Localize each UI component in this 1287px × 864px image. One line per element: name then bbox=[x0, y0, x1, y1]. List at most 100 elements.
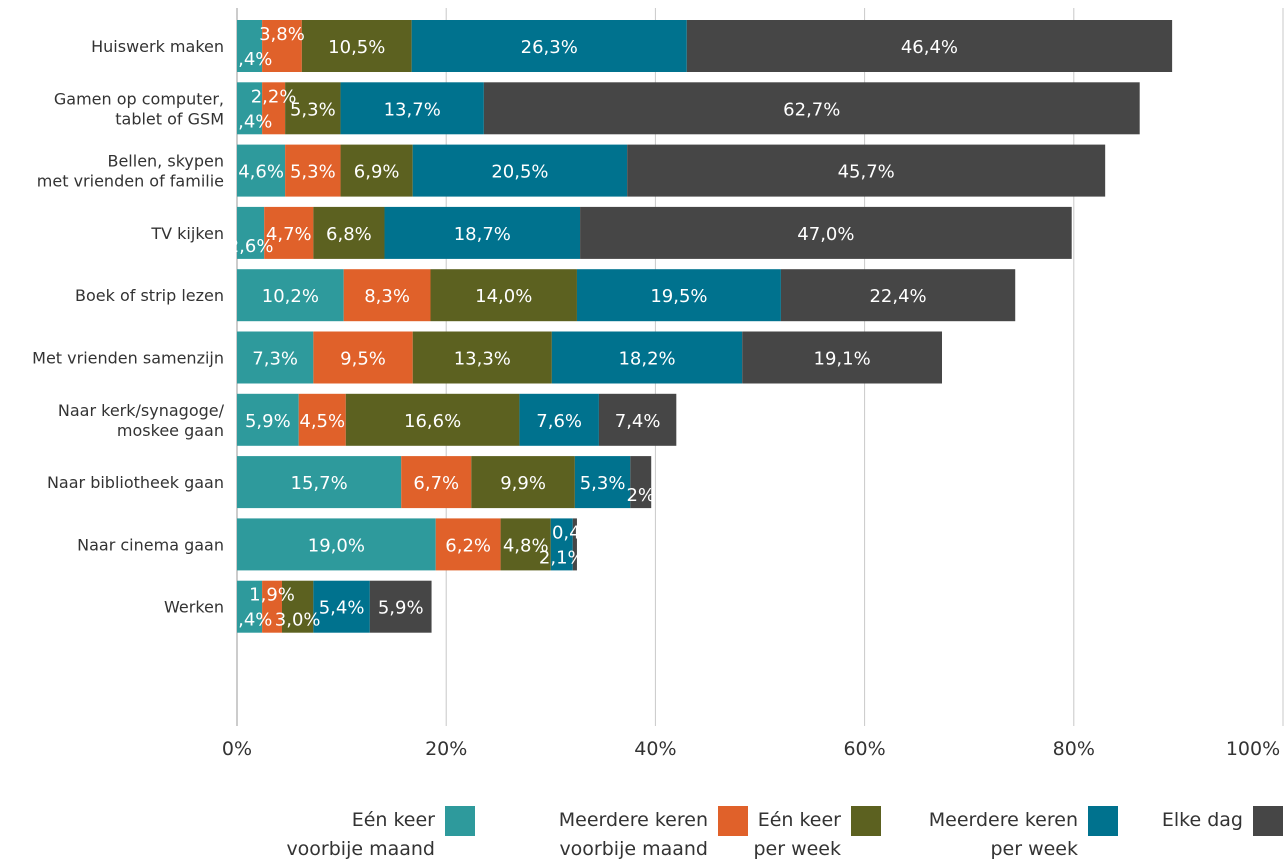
data-label: 8,3% bbox=[364, 286, 410, 307]
data-label: 7,3% bbox=[252, 349, 298, 370]
bar-segment bbox=[340, 144, 413, 197]
data-label: 5,9% bbox=[245, 411, 291, 432]
bar-segment bbox=[313, 331, 413, 384]
legend-label: Meerdere keren per week bbox=[929, 809, 1078, 860]
bar-segment bbox=[627, 144, 1106, 197]
data-label: 4,8% bbox=[503, 535, 549, 556]
bar-segment bbox=[343, 269, 431, 322]
data-label: 3,0% bbox=[275, 610, 321, 631]
x-tick-label: 80% bbox=[1053, 738, 1095, 760]
legend-label: Eén keer per week bbox=[753, 809, 841, 860]
data-label: 20,5% bbox=[491, 162, 548, 183]
bar-segment bbox=[237, 393, 299, 446]
bar-segment bbox=[237, 144, 286, 197]
bar-segment bbox=[435, 518, 501, 571]
bar-segment bbox=[411, 20, 687, 72]
data-label: 2,1% bbox=[539, 547, 585, 568]
legend-label: Meerdere keren voorbije maand bbox=[559, 809, 708, 860]
data-label: 2,6% bbox=[228, 236, 274, 257]
data-label: 2% bbox=[626, 485, 655, 506]
category-label: TV kijken bbox=[150, 224, 224, 243]
data-label: 7,4% bbox=[615, 411, 661, 432]
bar-segment bbox=[264, 206, 314, 259]
bar-segment bbox=[483, 82, 1140, 135]
bar-segment bbox=[630, 456, 652, 509]
data-label: 6,2% bbox=[445, 535, 491, 556]
bar-segment bbox=[262, 580, 282, 633]
bar-segment bbox=[519, 393, 599, 446]
bar-segment bbox=[686, 20, 1173, 72]
data-label: 10,2% bbox=[262, 286, 319, 307]
data-label: 19,5% bbox=[650, 286, 707, 307]
bar-segment bbox=[471, 456, 575, 509]
data-label: 19,1% bbox=[814, 349, 871, 370]
bar-segment bbox=[237, 331, 314, 384]
bar-segment bbox=[298, 393, 346, 446]
data-label: 19,0% bbox=[308, 535, 365, 556]
bar-segment bbox=[780, 269, 1016, 322]
bar-segment bbox=[550, 518, 573, 571]
x-tick-label: 20% bbox=[425, 738, 467, 760]
x-tick-label: 100% bbox=[1226, 738, 1280, 760]
x-axis-ticks: 0% 20% 40% 60% 80% 100% bbox=[222, 738, 1280, 760]
legend-swatch bbox=[718, 806, 748, 836]
legend-label: Eén keer voorbije maand bbox=[286, 809, 435, 860]
data-label: 9,9% bbox=[500, 473, 546, 494]
data-label: 4,7% bbox=[266, 224, 312, 245]
data-label: 2,4% bbox=[227, 111, 273, 132]
category-label: Huiswerk maken bbox=[91, 37, 224, 56]
data-label: 62,7% bbox=[783, 99, 840, 120]
data-label: 6,8% bbox=[326, 224, 372, 245]
data-label: 7,6% bbox=[536, 411, 582, 432]
data-label: 16,6% bbox=[404, 411, 461, 432]
data-label: 0,4% bbox=[552, 522, 598, 543]
x-tick-label: 40% bbox=[634, 738, 676, 760]
bar-segment bbox=[281, 580, 314, 633]
bar-segment bbox=[369, 580, 432, 633]
x-tick-label: 60% bbox=[843, 738, 885, 760]
data-label: 6,9% bbox=[354, 162, 400, 183]
data-label: 2,2% bbox=[251, 86, 297, 107]
legend-label: Elke dag bbox=[1162, 809, 1243, 831]
bar-segment bbox=[345, 393, 520, 446]
bar-segment bbox=[500, 518, 551, 571]
bar-segment bbox=[401, 456, 472, 509]
category-label: Werken bbox=[164, 598, 224, 617]
category-label: Naar bibliotheek gaan bbox=[47, 473, 224, 492]
bar-segment bbox=[237, 518, 436, 571]
data-label: 4,5% bbox=[299, 411, 345, 432]
bar-segment bbox=[237, 206, 265, 259]
category-label: Bellen, skypen met vrienden of familie bbox=[37, 152, 224, 191]
legend-swatch bbox=[1253, 806, 1283, 836]
category-label: Naar kerk/synagoge/moskee gaan bbox=[58, 401, 225, 440]
data-label: 47,0% bbox=[797, 224, 854, 245]
legend-swatch bbox=[1088, 806, 1118, 836]
data-label: 26,3% bbox=[521, 37, 578, 58]
data-label: 2,4% bbox=[227, 610, 273, 631]
data-label: 5,3% bbox=[580, 473, 626, 494]
bar-segment bbox=[598, 393, 677, 446]
bar-segment bbox=[262, 82, 286, 135]
bars: 2,4%3,8%10,5% 26,3% 46,4%2,4%2,2%5,3% 13,7%… bbox=[227, 20, 1173, 633]
data-label: 1,9% bbox=[249, 585, 295, 606]
category-label: Naar cinema gaan bbox=[77, 535, 224, 554]
data-label: 5,3% bbox=[290, 99, 336, 120]
data-label: 46,4% bbox=[901, 37, 958, 58]
bar-segment bbox=[551, 331, 743, 384]
bar-segment bbox=[301, 20, 412, 72]
bar-segment bbox=[384, 206, 581, 259]
bar-segment bbox=[580, 206, 1072, 259]
data-label: 3,8% bbox=[259, 24, 305, 45]
bar-segment bbox=[237, 456, 402, 509]
data-label: 22,4% bbox=[869, 286, 926, 307]
data-label: 45,7% bbox=[838, 162, 895, 183]
data-label: 9,5% bbox=[340, 349, 386, 370]
bar-segment bbox=[412, 144, 628, 197]
data-label: 5,3% bbox=[290, 162, 336, 183]
data-label: 5,9% bbox=[378, 598, 424, 619]
bar-segment bbox=[285, 82, 341, 135]
data-label: 14,0% bbox=[475, 286, 532, 307]
bar-segment bbox=[285, 144, 341, 197]
x-tick-label: 0% bbox=[222, 738, 252, 760]
